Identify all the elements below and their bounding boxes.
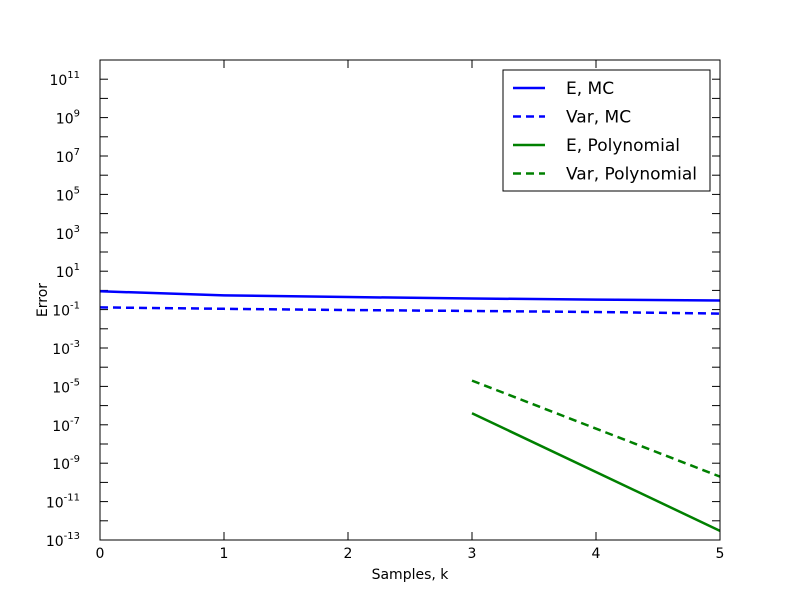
y-tick-label: 10-7 <box>52 416 80 435</box>
x-tick-label: 2 <box>344 546 353 562</box>
y-tick-label: 10-5 <box>52 377 80 396</box>
ticks <box>99 59 721 541</box>
plot-frame <box>99 59 721 541</box>
legend-box <box>502 69 711 192</box>
series-line-2 <box>471 412 721 532</box>
x-tick-label: 0 <box>96 546 105 562</box>
legend-label: E, Polynomial <box>566 136 680 156</box>
y-tick-label: 107 <box>56 147 80 166</box>
legend-label: Var, MC <box>566 108 631 128</box>
x-axis-label: Samples, k <box>372 567 450 583</box>
y-tick-label: 1011 <box>49 70 80 89</box>
legend-label: E, MC <box>566 79 614 99</box>
y-tick-label: 10-11 <box>46 493 80 512</box>
y-tick-labels: 10-13 10-11 10-9 10-7 10-5 10-3 10-1 101 103 105 1… <box>46 70 80 550</box>
x-tick-label: 4 <box>592 546 601 562</box>
series-line-3 <box>471 379 721 478</box>
y-tick-label: 10-1 <box>52 301 80 320</box>
x-tick-label: 1 <box>220 546 229 562</box>
x-tick-label: 5 <box>716 546 725 562</box>
legend: E, MC Var, MC E, Polynomial Var, Polynomial <box>502 69 711 192</box>
y-tick-label: 109 <box>56 109 80 128</box>
y-tick-label: 10-3 <box>52 339 80 358</box>
y-tick-label: 105 <box>56 185 80 204</box>
y-axis-label: Error <box>35 283 51 317</box>
y-tick-label: 10-13 <box>46 531 80 550</box>
series-line-0 <box>99 290 721 302</box>
y-tick-label: 10-9 <box>52 454 80 473</box>
y-tick-label: 101 <box>56 262 80 281</box>
x-tick-labels: 0 1 2 3 4 5 <box>96 546 725 562</box>
x-tick-label: 3 <box>468 546 477 562</box>
legend-label: Var, Polynomial <box>566 165 697 185</box>
series-lines <box>99 290 721 532</box>
y-tick-label: 103 <box>56 224 80 243</box>
